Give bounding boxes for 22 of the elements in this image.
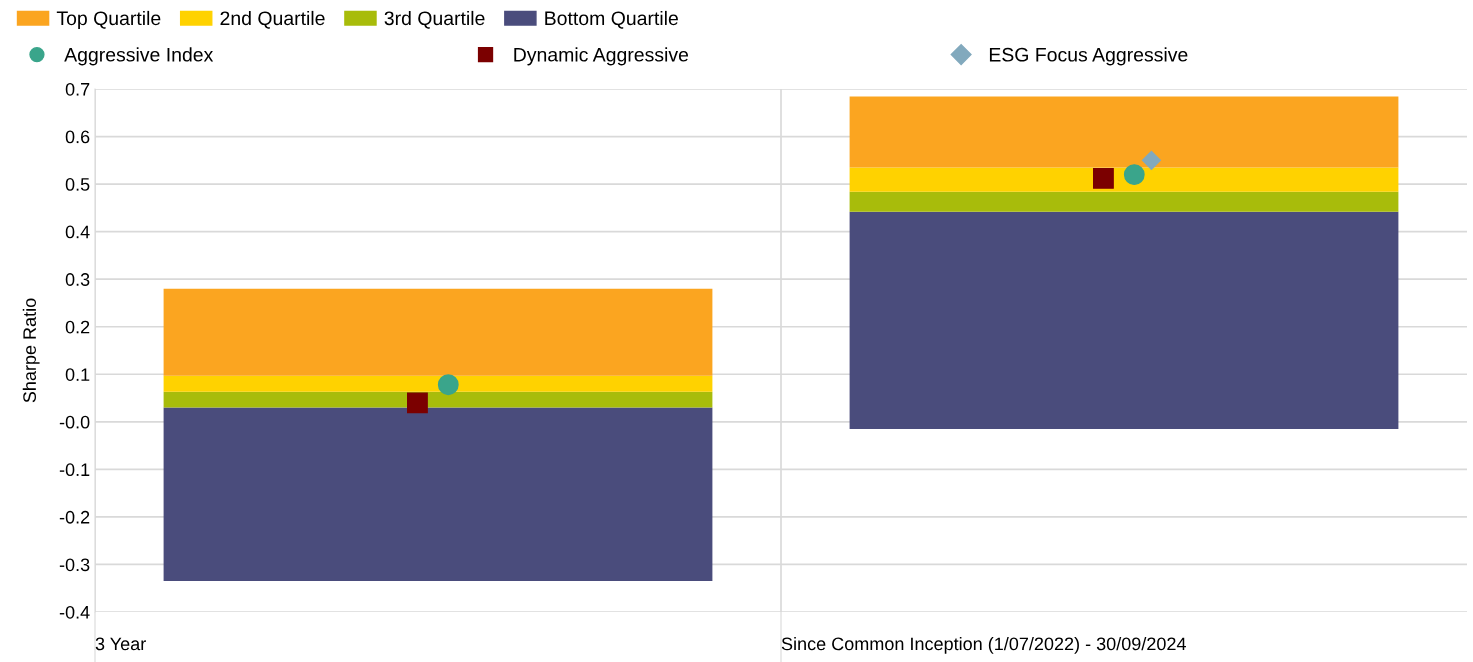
legend-label: ESG Focus Aggressive [989, 47, 1188, 66]
y-tick-label: -0.3 [59, 558, 90, 572]
legend-label: 2nd Quartile [220, 10, 325, 29]
legend-label: Bottom Quartile [545, 10, 678, 29]
y-tick-label: 0.6 [65, 130, 90, 144]
y-tick-label: -0.1 [59, 463, 90, 477]
legend-label: Top Quartile [56, 10, 161, 30]
y-tick-label: 0.7 [65, 82, 90, 96]
y-tick-label: 0.5 [65, 178, 90, 191]
y-tick-label: -0.0 [59, 415, 90, 429]
y-tick-label: 0.1 [65, 368, 90, 381]
legend-label: 3rd Quartile [384, 10, 485, 29]
x-tick-label: 3 Year [95, 637, 146, 651]
y-tick-label: 0.2 [65, 320, 90, 334]
y-tick-label: -0.4 [59, 605, 90, 619]
y-tick-label: 0.3 [65, 273, 90, 286]
y-tick-label: 0.4 [65, 225, 90, 239]
x-tick-label: Since Common Inception (1/07/2022) - 30/09/2024 [781, 637, 1186, 654]
y-axis-title: Sharpe Ratio [22, 298, 40, 403]
legend-label: Aggressive Index [64, 47, 214, 66]
legend-label: Dynamic Aggressive [514, 47, 689, 66]
y-tick-label: -0.2 [59, 510, 90, 524]
